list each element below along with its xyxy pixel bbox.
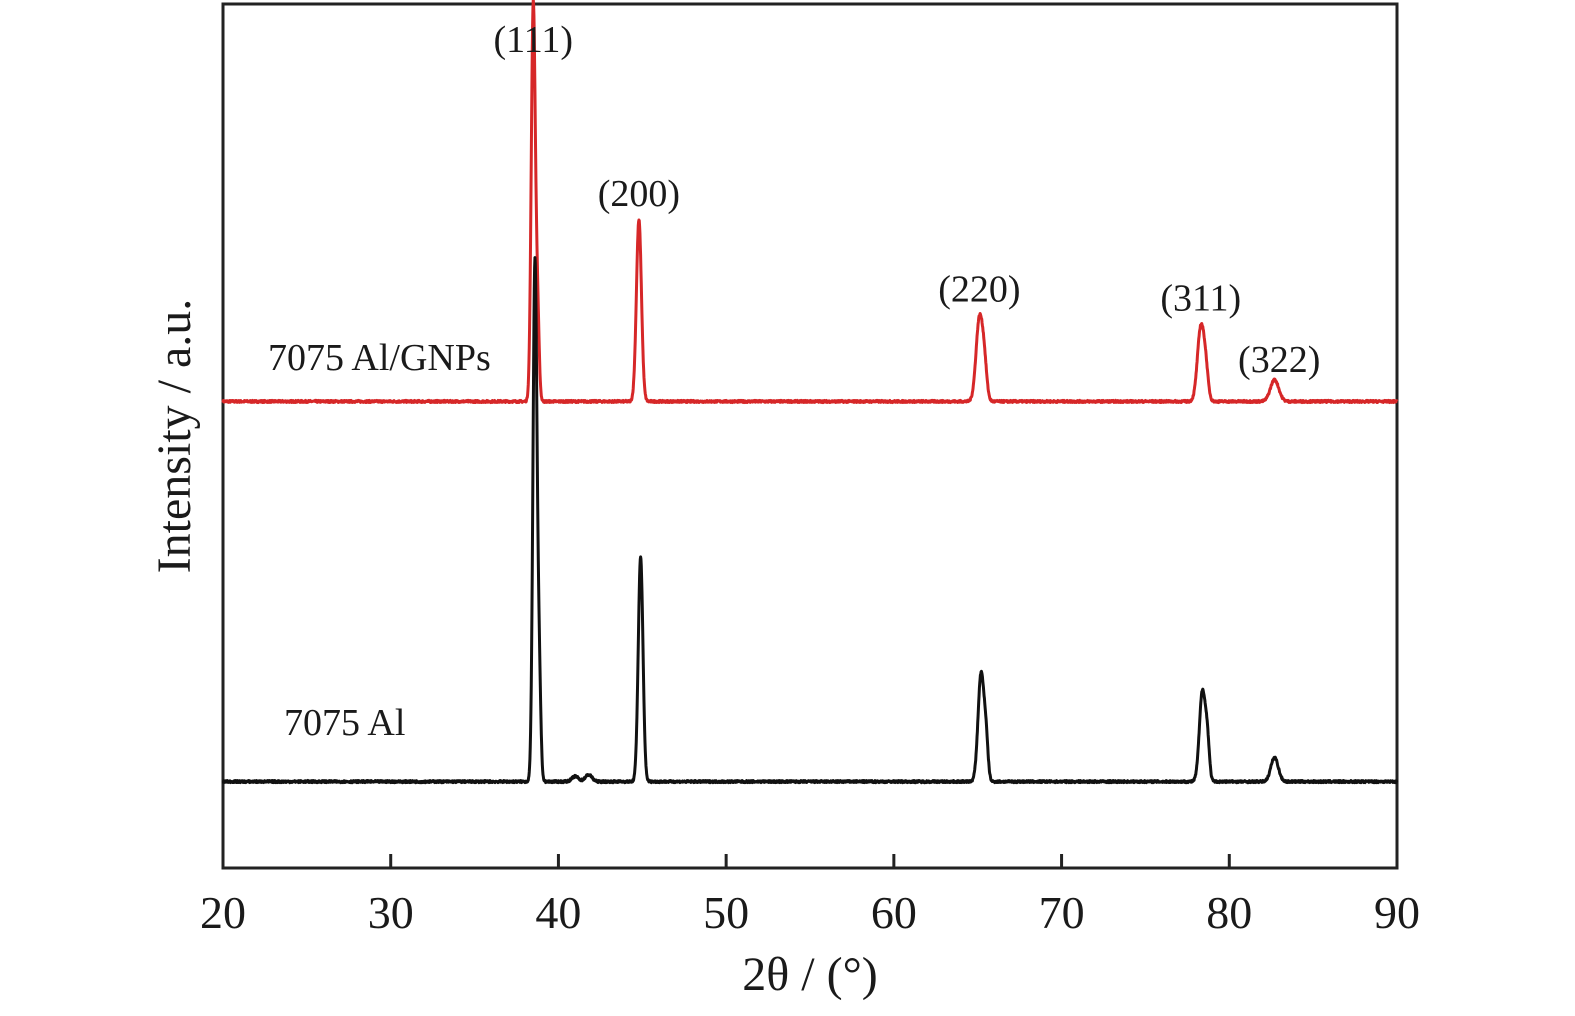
peak-label: (322) [1238, 339, 1320, 381]
x-tick-label: 60 [871, 887, 917, 938]
x-tick-labels: 20 30 40 50 60 70 80 90 [200, 887, 1420, 938]
peak-label: (200) [598, 173, 680, 215]
peak-label: (220) [938, 268, 1020, 310]
y-axis-title: Intensity / a.u. [148, 299, 201, 574]
series-label-al: 7075 Al [284, 702, 405, 744]
series-line-al [221, 256, 1399, 785]
peak-label: (311) [1160, 277, 1241, 319]
x-tick-label: 80 [1206, 887, 1252, 938]
x-tick-label: 70 [1039, 887, 1085, 938]
plot-frame [221, 2, 1399, 870]
x-tick-label: 20 [200, 887, 246, 938]
x-tick-label: 50 [703, 887, 749, 938]
x-tick-label: 30 [368, 887, 414, 938]
peak-labels: (111) (200) (220) (311) (322) [494, 19, 1321, 381]
series-line-gnps [221, 0, 1399, 405]
x-tick-label: 40 [535, 887, 581, 938]
x-axis-title: 2θ / (°) [742, 948, 878, 1001]
x-ticks [389, 854, 1231, 868]
peak-label: (111) [494, 19, 574, 61]
x-tick-label: 90 [1374, 887, 1420, 938]
series-label-gnps: 7075 Al/GNPs [268, 337, 491, 379]
series-lines [221, 0, 1399, 785]
